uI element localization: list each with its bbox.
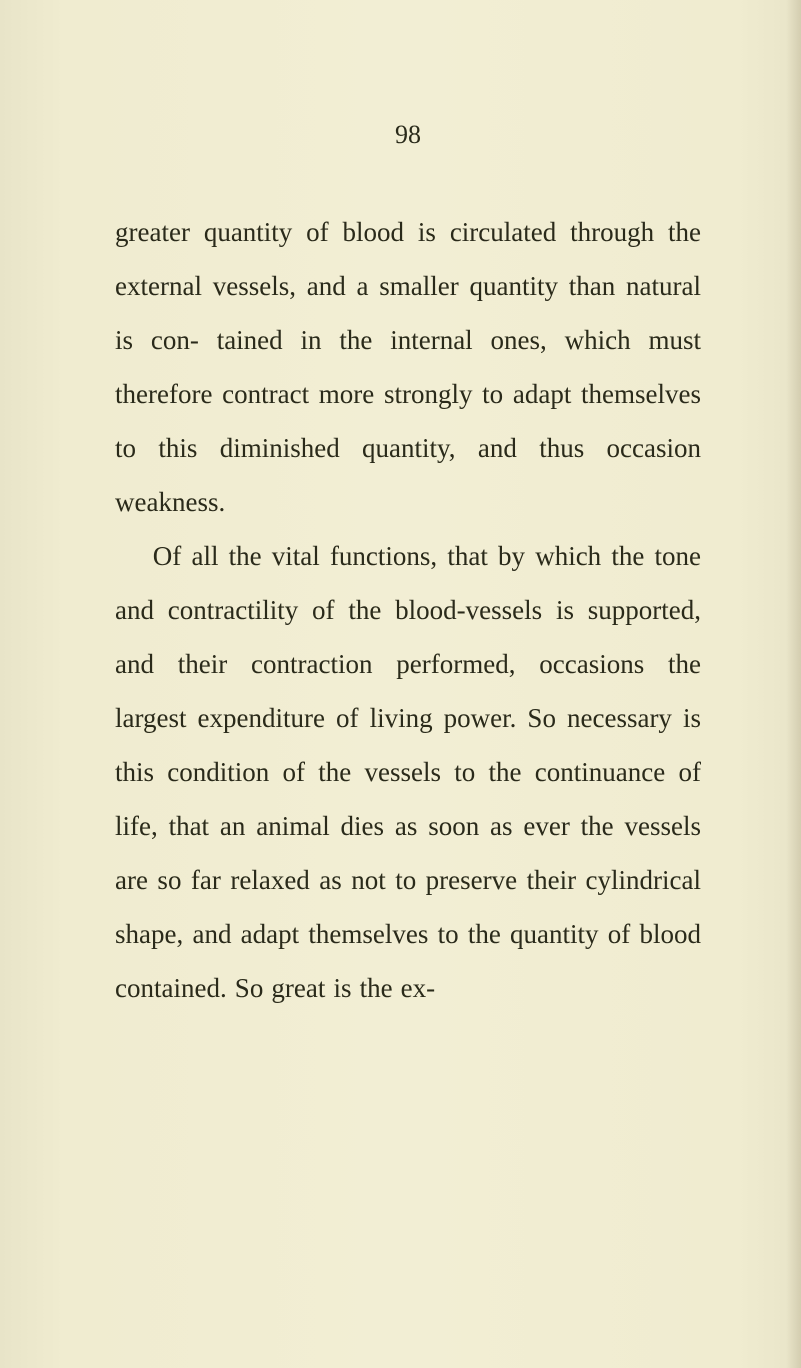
page-edge-shadow bbox=[786, 0, 801, 1368]
paragraph-1: greater quantity of blood is circulated … bbox=[115, 205, 701, 529]
page-number: 98 bbox=[115, 120, 701, 150]
document-page: 98 greater quantity of blood is circulat… bbox=[0, 0, 801, 1368]
paragraph-2: Of all the vital functions, that by whic… bbox=[115, 529, 701, 1015]
body-text: greater quantity of blood is circulated … bbox=[115, 205, 701, 1015]
